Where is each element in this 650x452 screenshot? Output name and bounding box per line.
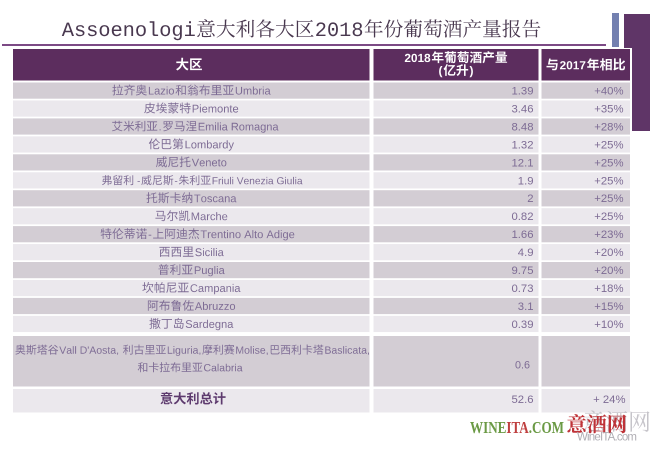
svg-text:52.6: 52.6: [512, 394, 534, 406]
svg-text:3.46: 3.46: [512, 103, 534, 115]
svg-text:2: 2: [527, 193, 533, 205]
svg-text:+15%: +15%: [594, 301, 623, 313]
svg-text:+25%: +25%: [594, 211, 623, 223]
svg-text:3.1: 3.1: [518, 301, 534, 313]
svg-text:+40%: +40%: [594, 86, 623, 98]
svg-text:0.6: 0.6: [515, 359, 530, 371]
svg-text:+28%: +28%: [594, 121, 623, 133]
svg-text:1.9: 1.9: [518, 175, 534, 187]
svg-text:0.39: 0.39: [512, 319, 534, 331]
svg-text:9.75: 9.75: [512, 265, 534, 277]
svg-text:+35%: +35%: [594, 103, 623, 115]
svg-text:+25%: +25%: [594, 175, 623, 187]
svg-text:1.39: 1.39: [512, 86, 534, 98]
svg-text:+25%: +25%: [594, 139, 623, 151]
svg-text:1.32: 1.32: [512, 139, 534, 151]
svg-text:+18%: +18%: [594, 283, 623, 295]
svg-text:+10%: +10%: [594, 319, 623, 331]
svg-text:1.66: 1.66: [512, 229, 534, 241]
svg-text:WINEITA.COM: WINEITA.COM: [470, 418, 564, 437]
svg-text:0.73: 0.73: [512, 283, 534, 295]
svg-text:WineITA.com: WineITA.com: [577, 431, 637, 443]
svg-text:12.1: 12.1: [512, 157, 534, 169]
svg-text:+23%: +23%: [594, 229, 623, 241]
svg-text:8.48: 8.48: [512, 121, 534, 133]
svg-text:0.82: 0.82: [512, 211, 534, 223]
svg-text:4.9: 4.9: [518, 247, 534, 259]
svg-text:+20%: +20%: [594, 247, 623, 259]
svg-text:+25%: +25%: [594, 193, 623, 205]
svg-text:+ 24%: + 24%: [593, 394, 625, 406]
svg-text:+25%: +25%: [594, 157, 623, 169]
svg-text:+20%: +20%: [594, 265, 623, 277]
